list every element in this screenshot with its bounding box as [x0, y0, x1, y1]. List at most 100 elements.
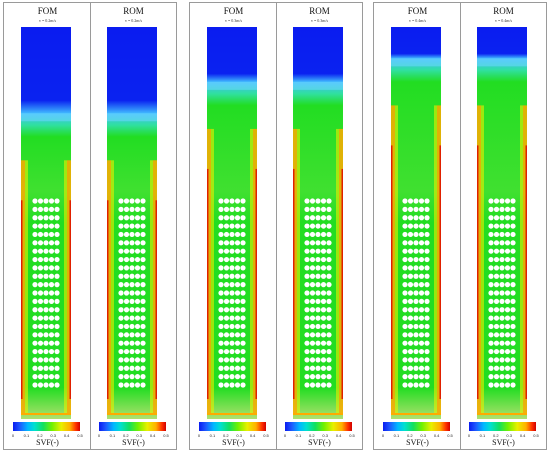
tube-circle [48, 248, 55, 254]
colorbar-tick: 0 [97, 433, 101, 438]
tube-circle [413, 256, 419, 263]
tube-circle [140, 323, 146, 330]
tube-circle [499, 365, 505, 371]
tube-circle [234, 382, 241, 388]
tube-circle [309, 307, 316, 313]
tube-circle [510, 374, 516, 380]
tube-circle [43, 307, 49, 313]
tube-circle [499, 256, 505, 263]
tube-circle [218, 290, 224, 296]
contour-svg [293, 27, 343, 419]
tube-circle [43, 198, 49, 204]
tube-circle [424, 374, 430, 380]
tube-circle [407, 256, 414, 263]
tube-circle [37, 374, 44, 380]
colorbar-tick: 0.5 [163, 433, 169, 438]
tube-circle [407, 290, 414, 296]
tube-circle [326, 215, 332, 221]
tube-circle [240, 282, 246, 288]
tube-circle [488, 374, 494, 380]
tube-circle [315, 231, 321, 238]
tube-circle [309, 223, 316, 229]
tube-circle [493, 198, 500, 204]
tube-circle [118, 382, 124, 388]
tube-circle [504, 340, 511, 346]
tube-circle [315, 215, 321, 221]
tube-circle [315, 323, 321, 330]
tube-circle [402, 265, 408, 271]
tube-circle [488, 265, 494, 271]
tube-circle [493, 206, 500, 212]
tube-circle [134, 315, 141, 321]
tube-circle [418, 273, 425, 279]
tube-circle [32, 357, 38, 363]
tube-circle [229, 374, 235, 380]
tube-circle [134, 348, 141, 355]
interface-band [391, 58, 441, 67]
tube-circle [43, 240, 49, 246]
tube-circle [320, 290, 327, 296]
tube-circle [402, 215, 408, 221]
tube-circle [413, 374, 419, 380]
tube-circle [229, 348, 235, 355]
tube-circle [32, 290, 38, 296]
tube-circle [129, 265, 135, 271]
tube-circle [240, 231, 246, 238]
tube-circle [413, 282, 419, 288]
tube-circle [418, 323, 425, 330]
colorbar-tick: 0.4 [519, 433, 526, 438]
tube-circle [123, 357, 130, 363]
tube-circle [510, 315, 516, 321]
tube-circle [48, 223, 55, 229]
tube-circle [320, 307, 327, 313]
tube-circle [37, 248, 44, 254]
tube-circle [493, 365, 500, 371]
tube-circle [407, 374, 414, 380]
tube-circle [32, 332, 38, 338]
tube-circle [488, 340, 494, 346]
tube-circle [402, 382, 408, 388]
tube-circle [320, 206, 327, 212]
tube-circle [43, 265, 49, 271]
tube-circle [413, 240, 419, 246]
tube-circle [510, 323, 516, 330]
tube-circle [326, 248, 332, 254]
tube-circle [407, 323, 414, 330]
tube-circle [37, 382, 44, 388]
tube-circle [320, 332, 327, 338]
tube-circle [43, 248, 49, 254]
tube-circle [129, 215, 135, 221]
tube-circle [493, 307, 500, 313]
tube-circle [309, 382, 316, 388]
tube-circle [413, 323, 419, 330]
tube-circle [32, 273, 38, 279]
tube-circle [48, 332, 55, 338]
tube-circle [424, 365, 430, 371]
tube-circle [129, 282, 135, 288]
colorbar-tick: 0.4 [433, 433, 440, 438]
left-wall-edge [207, 168, 209, 399]
tube-circle [234, 198, 241, 204]
tube-circle [510, 206, 516, 212]
tube-circle [488, 323, 494, 330]
contour-svg [107, 27, 157, 419]
tube-circle [402, 332, 408, 338]
tube-circle [488, 248, 494, 254]
tube-circle [499, 348, 505, 355]
tube-circle [229, 340, 235, 346]
tube-circle [123, 315, 130, 321]
tube-circle [140, 248, 146, 254]
tube-circle [123, 323, 130, 330]
tube-circle [493, 290, 500, 296]
tube-circle [118, 357, 124, 363]
left-wall-streak [391, 105, 395, 414]
tube-circle [229, 231, 235, 238]
left-wall-streak [293, 128, 297, 414]
tube-circle [493, 282, 500, 288]
tube-circle [134, 265, 141, 271]
colorbar [285, 422, 352, 431]
tube-circle [407, 248, 414, 254]
tube-circle [48, 315, 55, 321]
tube-circle [134, 340, 141, 346]
tube-circle [315, 307, 321, 313]
